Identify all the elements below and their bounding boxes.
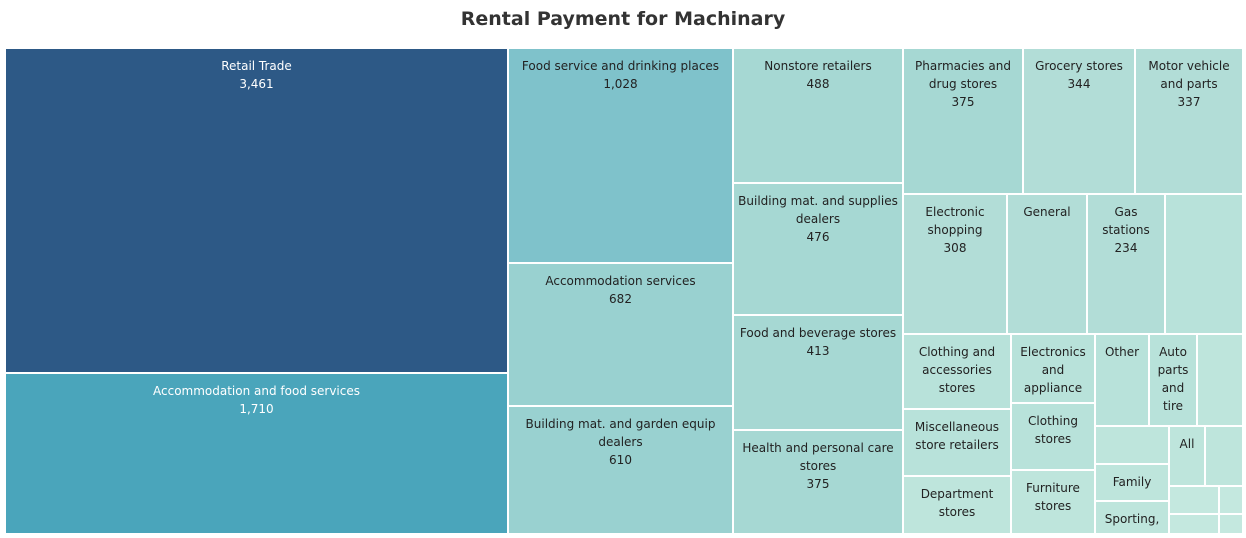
treemap-cell[interactable]: Accommodation services 682	[508, 263, 733, 406]
treemap-cell[interactable]: Clothing and accessories stores	[903, 334, 1011, 409]
cell-label: Electronics and appliance	[1020, 345, 1086, 395]
treemap-cell[interactable]: Electronic shopping 308	[903, 194, 1007, 334]
treemap-cell[interactable]: Clothing stores	[1011, 403, 1095, 470]
treemap-cell[interactable]: All	[1169, 426, 1205, 486]
cell-value: 3,461	[239, 77, 274, 91]
cell-label: Gas stations	[1102, 205, 1150, 237]
cell-value: 308	[943, 241, 967, 255]
cell-value: 682	[609, 292, 632, 306]
cell-label: Clothing stores	[1028, 414, 1078, 446]
cell-value: 337	[1177, 95, 1201, 109]
treemap-cell[interactable]: Furniture stores	[1011, 470, 1095, 534]
treemap-cell[interactable]: Pharmacies and drug stores 375	[903, 48, 1023, 194]
cell-label: Furniture stores	[1026, 481, 1080, 513]
treemap-cell[interactable]: Miscellaneous store retailers	[903, 409, 1011, 476]
treemap-cell[interactable]: Building mat. and garden equip dealers 61…	[508, 406, 733, 534]
treemap-cell[interactable]: Sporting,	[1095, 501, 1169, 534]
cell-label: Food service and drinking places	[521, 59, 720, 73]
cell-value: 1,028	[603, 77, 638, 91]
cell-value: 375	[806, 477, 830, 491]
cell-label: Accommodation services	[545, 274, 696, 288]
cell-value: 234	[1114, 241, 1138, 255]
treemap-cell[interactable]: Department stores	[903, 476, 1011, 534]
cell-label: Health and personal care stores	[742, 441, 894, 473]
cell-label: Sporting,	[1104, 512, 1160, 526]
treemap-cell[interactable]: Other	[1095, 334, 1149, 426]
treemap-cell[interactable]: Retail Trade 3,461	[5, 48, 508, 373]
treemap-cell[interactable]: Nonstore retailers 488	[733, 48, 903, 183]
treemap-cell[interactable]: Electronics and appliance	[1011, 334, 1095, 403]
treemap-cell[interactable]: Auto parts and tire	[1149, 334, 1197, 426]
cell-value: 344	[1067, 77, 1091, 91]
cell-label: Grocery stores	[1035, 59, 1123, 73]
cell-label: Pharmacies and drug stores	[915, 59, 1011, 91]
cell-label: Accommodation and food services	[153, 384, 360, 398]
cell-label: Family	[1112, 475, 1152, 489]
cell-value: 476	[806, 230, 830, 244]
cell-value: 413	[806, 344, 830, 358]
treemap-cell[interactable]	[1219, 486, 1243, 514]
treemap-cell[interactable]: Health and personal care stores 375	[733, 430, 903, 534]
treemap-cell[interactable]: General	[1007, 194, 1087, 334]
cell-label: Building mat. and garden equip dealers	[525, 417, 716, 449]
cell-value: 610	[609, 453, 632, 467]
cell-label: Building mat. and supplies dealers	[738, 194, 898, 226]
cell-label: General	[1023, 205, 1071, 219]
treemap-cell[interactable]: Family	[1095, 464, 1169, 501]
cell-label: Auto parts and tire	[1157, 345, 1189, 413]
treemap-cell[interactable]	[1165, 194, 1243, 334]
cell-label: Food and beverage stores	[739, 326, 897, 340]
cell-label: Department stores	[920, 487, 994, 519]
cell-label: All	[1179, 437, 1195, 451]
cell-label: Retail Trade	[221, 59, 292, 73]
treemap-cell[interactable]	[1169, 486, 1219, 514]
cell-label: Other	[1104, 345, 1140, 359]
treemap-cell[interactable]: Building mat. and supplies dealers 476	[733, 183, 903, 315]
treemap-cell[interactable]: Motor vehicle and parts 337	[1135, 48, 1243, 194]
treemap-cell[interactable]	[1197, 334, 1243, 426]
cell-label: Miscellaneous store retailers	[914, 420, 1000, 452]
treemap-cell[interactable]: Accommodation and food services 1,710	[5, 373, 508, 534]
treemap-cell[interactable]	[1169, 514, 1219, 534]
treemap-cell[interactable]	[1219, 514, 1243, 534]
chart-title: Rental Payment for Machinary	[460, 8, 786, 30]
treemap-cell[interactable]	[1095, 426, 1169, 464]
cell-value: 375	[951, 95, 975, 109]
cell-label: Nonstore retailers	[764, 59, 872, 73]
treemap-cell[interactable]	[1205, 426, 1243, 486]
treemap-cell[interactable]: Food service and drinking places 1,028	[508, 48, 733, 263]
cell-label: Electronic shopping	[925, 205, 985, 237]
cell-value: 488	[806, 77, 830, 91]
cell-label: Motor vehicle and parts	[1148, 59, 1230, 91]
treemap-cell[interactable]: Food and beverage stores 413	[733, 315, 903, 430]
cell-label: Clothing and accessories stores	[918, 345, 996, 395]
treemap-cell[interactable]: Gas stations 234	[1087, 194, 1165, 334]
cell-value: 1,710	[239, 402, 274, 416]
treemap-cell[interactable]: Grocery stores 344	[1023, 48, 1135, 194]
